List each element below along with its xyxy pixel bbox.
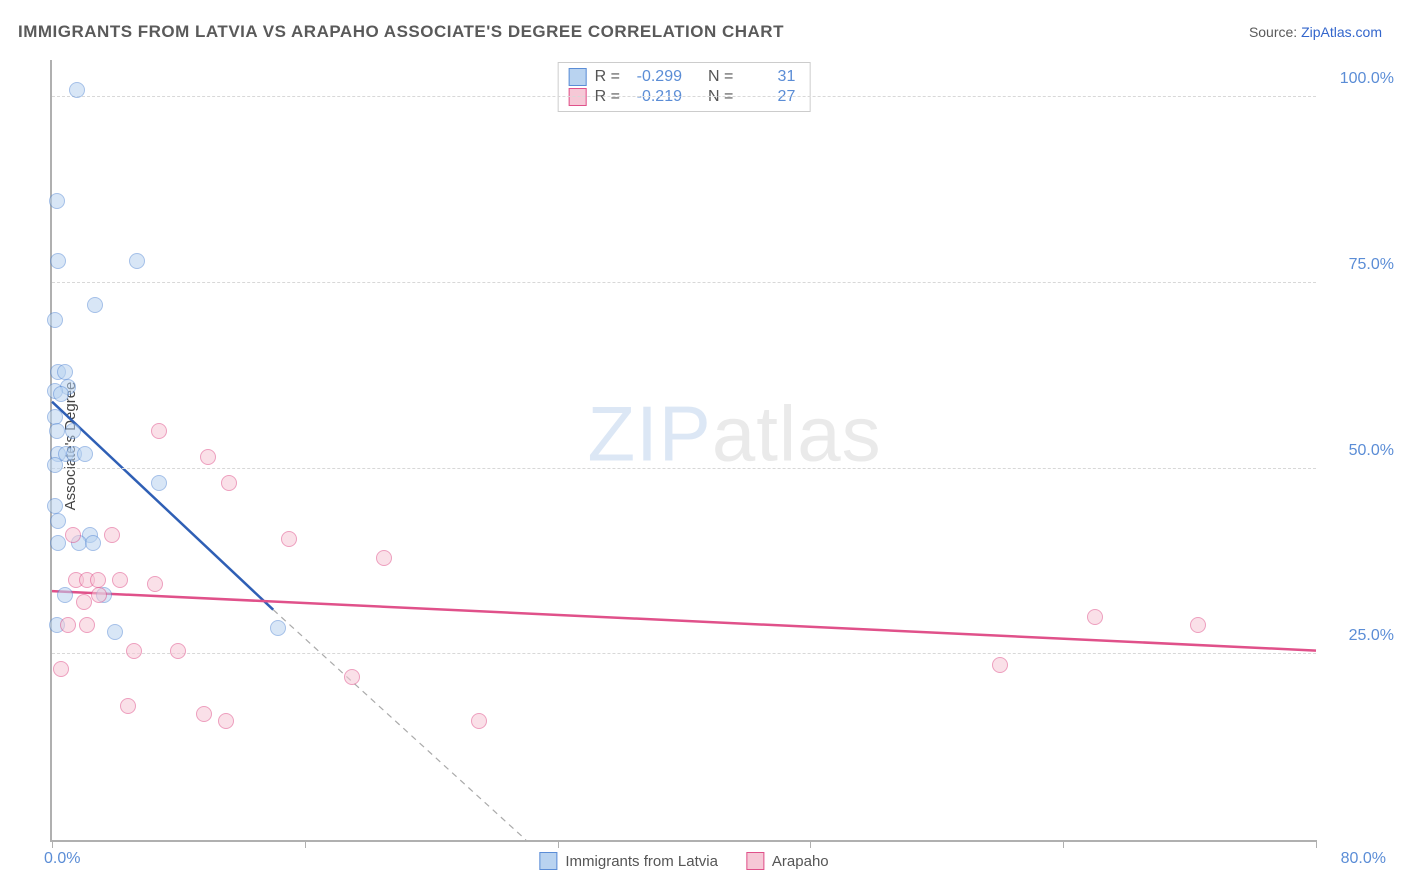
chart-title: IMMIGRANTS FROM LATVIA VS ARAPAHO ASSOCI… [18, 22, 784, 42]
scatter-point [120, 698, 136, 714]
scatter-point [79, 617, 95, 633]
trend-line [273, 610, 526, 840]
scatter-point [53, 386, 69, 402]
scatter-point [107, 624, 123, 640]
legend-swatch [569, 68, 587, 86]
x-axis-tick [52, 840, 53, 848]
scatter-point [87, 297, 103, 313]
x-axis-tick [810, 840, 811, 848]
x-axis-tick [1316, 840, 1317, 848]
y-axis-tick-label: 25.0% [1349, 627, 1394, 645]
legend-stat-row: R = -0.299 N = 31 [569, 67, 796, 87]
legend-n-value: 31 [741, 68, 795, 86]
scatter-point [281, 531, 297, 547]
scatter-point [50, 513, 66, 529]
legend-swatch [746, 852, 764, 870]
scatter-point [151, 423, 167, 439]
scatter-point [1190, 617, 1206, 633]
scatter-point [77, 446, 93, 462]
scatter-point [47, 498, 63, 514]
scatter-point [57, 364, 73, 380]
y-axis-tick-label: 50.0% [1349, 442, 1394, 460]
trend-line [52, 591, 1316, 650]
source-label: Source: [1249, 24, 1301, 40]
scatter-point [376, 550, 392, 566]
legend-n-label: N = [708, 68, 733, 86]
scatter-point [147, 576, 163, 592]
scatter-point [992, 657, 1008, 673]
scatter-point [53, 661, 69, 677]
x-axis-tick [305, 840, 306, 848]
legend-series-item: Arapaho [746, 852, 829, 870]
gridline-horizontal [52, 282, 1316, 283]
scatter-point [85, 535, 101, 551]
trend-lines-layer [52, 60, 1316, 840]
legend-stats-box: R =-0.299N =31R =-0.219N =27 [558, 62, 811, 112]
y-axis-tick-label: 100.0% [1340, 70, 1394, 88]
legend-r-value: -0.299 [628, 68, 682, 86]
x-axis-label-max: 80.0% [1341, 850, 1386, 868]
scatter-point [270, 620, 286, 636]
legend-swatch [539, 852, 557, 870]
legend-series-label: Immigrants from Latvia [565, 853, 718, 870]
scatter-point [50, 253, 66, 269]
scatter-point [221, 475, 237, 491]
scatter-point [170, 643, 186, 659]
scatter-point [200, 449, 216, 465]
legend-r-label: R = [595, 68, 620, 86]
x-axis-tick [1063, 840, 1064, 848]
scatter-point [65, 423, 81, 439]
y-axis-tick-label: 75.0% [1349, 256, 1394, 274]
legend-series-label: Arapaho [772, 853, 829, 870]
scatter-point [91, 587, 107, 603]
scatter-point [49, 193, 65, 209]
scatter-point [218, 713, 234, 729]
source-link[interactable]: ZipAtlas.com [1301, 24, 1382, 40]
scatter-point [126, 643, 142, 659]
scatter-point [49, 423, 65, 439]
x-axis-label-min: 0.0% [44, 850, 80, 868]
scatter-point [47, 457, 63, 473]
scatter-point [47, 312, 63, 328]
legend-series-item: Immigrants from Latvia [539, 852, 718, 870]
chart-plot-area: ZIPatlas R =-0.299N =31R =-0.219N =27 Im… [50, 60, 1316, 842]
gridline-horizontal [52, 468, 1316, 469]
scatter-point [151, 475, 167, 491]
scatter-point [65, 527, 81, 543]
scatter-point [344, 669, 360, 685]
legend-series: Immigrants from Latvia Arapaho [539, 852, 828, 870]
source-caption: Source: ZipAtlas.com [1249, 24, 1382, 40]
scatter-point [104, 527, 120, 543]
scatter-point [69, 82, 85, 98]
scatter-point [1087, 609, 1103, 625]
scatter-point [196, 706, 212, 722]
x-axis-tick [558, 840, 559, 848]
scatter-point [47, 409, 63, 425]
gridline-horizontal [52, 653, 1316, 654]
scatter-point [60, 617, 76, 633]
scatter-point [112, 572, 128, 588]
scatter-point [471, 713, 487, 729]
scatter-point [129, 253, 145, 269]
scatter-point [76, 594, 92, 610]
scatter-point [90, 572, 106, 588]
scatter-point [57, 587, 73, 603]
gridline-horizontal [52, 96, 1316, 97]
